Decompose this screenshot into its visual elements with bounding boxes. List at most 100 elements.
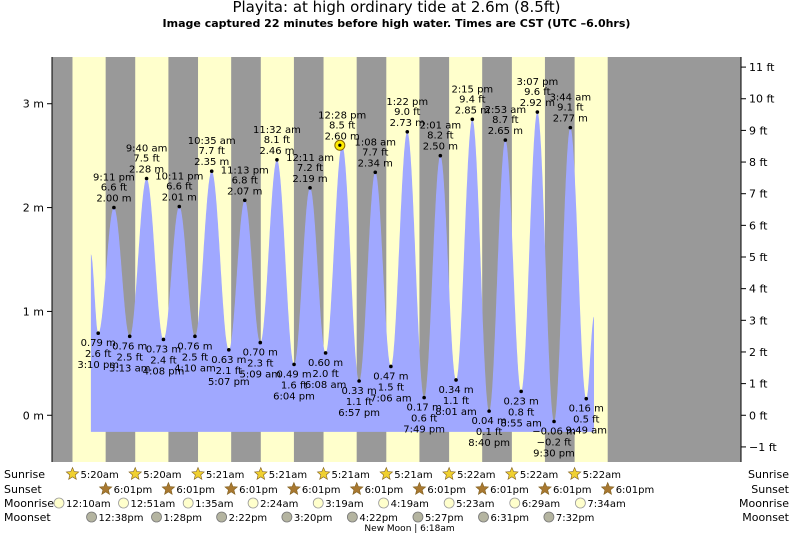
sunrise-time: 5:22am bbox=[457, 470, 495, 481]
sunset-icon bbox=[538, 481, 552, 495]
low-tide-time: 4:10 am bbox=[174, 363, 216, 374]
moonset-time: 12:38pm bbox=[99, 513, 144, 524]
tide-extreme-dot bbox=[127, 334, 132, 339]
tide-extreme-dot bbox=[438, 153, 443, 158]
low-tide-meters: 0.76 m bbox=[112, 341, 147, 352]
moonrise-icon bbox=[247, 497, 259, 509]
moonrise-icon bbox=[509, 497, 521, 509]
low-tide-time: 8:55 am bbox=[500, 418, 542, 429]
low-tide-time: 7:06 am bbox=[370, 393, 412, 404]
right-tick-label: 4 ft bbox=[749, 283, 768, 296]
low-tide-meters: 0.47 m bbox=[373, 371, 408, 382]
tide-extreme-dot bbox=[227, 348, 231, 352]
sunrise-time: 5:21am bbox=[332, 470, 370, 481]
tide-extreme-dot bbox=[503, 138, 508, 142]
right-tick-label: 6 ft bbox=[749, 219, 768, 232]
high-tide-feet: 9.6 ft bbox=[524, 87, 550, 98]
chart-subtitle: Image captured 22 minutes before high wa… bbox=[162, 17, 631, 30]
low-tide-time: 9:30 pm bbox=[533, 449, 575, 460]
high-tide-meters: 2.46 m bbox=[259, 146, 294, 157]
high-tide-time: 3:07 pm bbox=[516, 77, 558, 88]
low-tide-feet: −0.2 ft bbox=[537, 438, 572, 449]
tide-extreme-dot bbox=[422, 395, 426, 400]
low-tide-feet: 2.1 ft bbox=[216, 366, 242, 377]
tide-extreme-dot bbox=[405, 129, 410, 134]
moonset-time: 3:20pm bbox=[294, 513, 333, 524]
moonrise-icon bbox=[378, 497, 390, 509]
tide-extreme-dot bbox=[323, 351, 328, 355]
moonset-time: 1:28pm bbox=[164, 513, 203, 524]
moonrise-time: 4:19am bbox=[391, 499, 429, 510]
sunrise-icon bbox=[442, 466, 457, 480]
tide-extreme-dot bbox=[96, 331, 101, 336]
low-tide-feet: 0.5 ft bbox=[573, 415, 599, 426]
high-tide-time: 10:11 pm bbox=[155, 172, 203, 183]
moonset-icon bbox=[543, 511, 555, 523]
high-tide-feet: 9.1 ft bbox=[557, 103, 583, 114]
sunrise-time: 5:21am bbox=[269, 470, 307, 481]
low-tide-time: 4:08 pm bbox=[143, 366, 185, 377]
high-tide-time: 3:44 am bbox=[550, 93, 592, 104]
sunset-time: 6:01pm bbox=[239, 485, 278, 496]
right-tick-label: 1 ft bbox=[749, 378, 768, 391]
high-tide-time: 2:53 am bbox=[485, 105, 527, 116]
moonrise-icon bbox=[443, 497, 455, 509]
sunrise-time: 5:20am bbox=[143, 470, 181, 481]
low-tide-feet: 1.5 ft bbox=[378, 382, 404, 393]
low-tide-time: 7:49 pm bbox=[403, 425, 445, 436]
sunset-icon bbox=[600, 481, 615, 495]
low-tide-meters: 0.76 m bbox=[177, 341, 212, 352]
sunset-time: 6:01pm bbox=[490, 485, 529, 496]
moonset-icon bbox=[412, 511, 424, 523]
low-tide-time: 5:09 am bbox=[240, 370, 282, 381]
tide-extreme-dot bbox=[112, 205, 116, 210]
high-tide-feet: 6.6 ft bbox=[101, 183, 127, 194]
moonrise-time: 12:10am bbox=[66, 499, 111, 510]
sunset-icon bbox=[98, 481, 113, 495]
moonset-time: 2:22pm bbox=[229, 513, 268, 524]
sunset-row-label-left: Sunset bbox=[4, 483, 42, 496]
high-tide-feet: 8.2 ft bbox=[427, 131, 453, 142]
sunset-icon bbox=[412, 481, 427, 495]
high-tide-feet: 7.2 ft bbox=[297, 163, 323, 174]
moonrise-icon bbox=[312, 497, 324, 509]
high-tide-meters: 2.77 m bbox=[553, 114, 588, 125]
low-tide-time: 8:01 am bbox=[435, 407, 477, 418]
high-tide-time: 2:01 am bbox=[420, 121, 462, 132]
high-tide-meters: 2.85 m bbox=[455, 105, 490, 116]
sunrise-time: 5:22am bbox=[583, 470, 621, 481]
moonrise-icon bbox=[574, 497, 586, 509]
tide-extreme-dot bbox=[568, 125, 573, 130]
left-tick-label: 1 m bbox=[23, 305, 44, 318]
high-tide-feet: 9.0 ft bbox=[394, 107, 420, 118]
low-tide-meters: 0.60 m bbox=[308, 358, 343, 369]
moonset-icon bbox=[86, 511, 97, 523]
sunset-icon bbox=[475, 481, 490, 495]
right-tick-label: 5 ft bbox=[749, 251, 768, 264]
low-tide-meters: 0.33 m bbox=[342, 386, 377, 397]
moonset-time: 5:27pm bbox=[425, 513, 464, 524]
high-tide-meters: 2.35 m bbox=[194, 157, 229, 168]
moonrise-time: 1:35am bbox=[195, 499, 233, 510]
low-tide-time: 3:10 pm bbox=[77, 360, 119, 371]
sunset-icon bbox=[286, 481, 301, 495]
sunrise-icon bbox=[504, 466, 519, 480]
moonrise-time: 3:19am bbox=[325, 499, 363, 510]
moonrise-icon bbox=[53, 497, 65, 509]
tide-extreme-dot bbox=[161, 337, 166, 342]
chart-title: Playita: at high ordinary tide at 2.6m (… bbox=[232, 0, 561, 16]
low-tide-feet: 1.1 ft bbox=[346, 397, 372, 408]
right-tick-label: 7 ft bbox=[749, 188, 768, 201]
low-tide-feet: 2.3 ft bbox=[247, 359, 273, 370]
sunrise-row-label-right: Sunrise bbox=[748, 468, 789, 481]
low-tide-meters: 0.16 m bbox=[569, 404, 604, 415]
tide-extreme-dot bbox=[258, 340, 263, 345]
sunset-time: 6:01pm bbox=[553, 485, 592, 496]
tide-extreme-dot bbox=[357, 379, 361, 383]
tide-extreme-dot bbox=[373, 170, 378, 175]
low-tide-feet: 0.1 ft bbox=[476, 427, 502, 438]
low-tide-meters: 0.73 m bbox=[146, 344, 181, 355]
high-tide-meters: 2.50 m bbox=[423, 142, 458, 153]
